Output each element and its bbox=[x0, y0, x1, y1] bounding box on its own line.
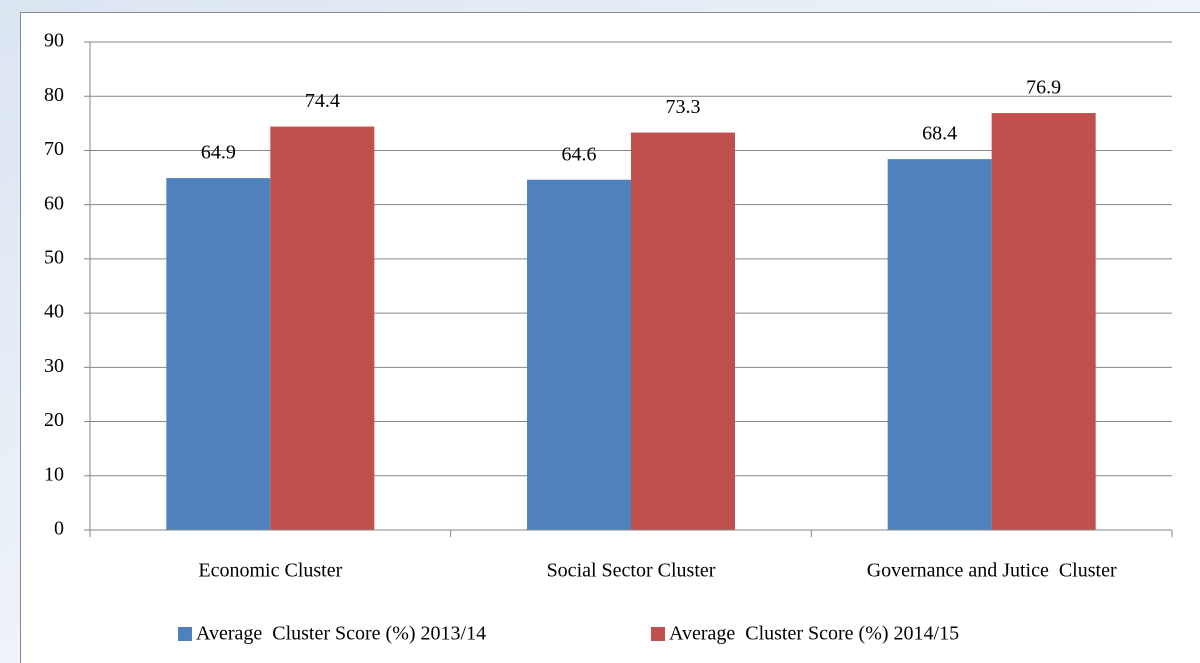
y-tick-label: 90 bbox=[44, 30, 64, 52]
bar bbox=[887, 159, 992, 530]
bar bbox=[631, 132, 735, 530]
legend-swatch bbox=[651, 627, 665, 641]
y-tick-label: 0 bbox=[54, 518, 64, 540]
bar bbox=[527, 179, 631, 531]
y-tick-label: 70 bbox=[44, 138, 64, 160]
x-tick-label: Social Sector Cluster bbox=[547, 560, 716, 582]
legend-label: Average Cluster Score (%) 2014/15 bbox=[669, 623, 959, 645]
y-tick-label: 40 bbox=[44, 301, 64, 323]
y-tick-label: 80 bbox=[44, 84, 64, 106]
legend-swatch bbox=[178, 627, 192, 641]
y-tick-label: 10 bbox=[44, 463, 64, 485]
y-tick-label: 50 bbox=[44, 246, 64, 268]
x-tick-label: Economic Cluster bbox=[198, 560, 342, 582]
x-tick-label: Governance and Jutice Cluster bbox=[867, 560, 1117, 582]
data-label: 64.9 bbox=[201, 142, 236, 164]
y-tick-label: 30 bbox=[44, 355, 64, 377]
legend-label: Average Cluster Score (%) 2013/14 bbox=[196, 623, 486, 645]
data-label: 68.4 bbox=[922, 123, 957, 145]
y-tick-label: 60 bbox=[44, 192, 64, 214]
data-label: 74.4 bbox=[305, 90, 340, 112]
bar bbox=[270, 126, 375, 530]
data-label: 73.3 bbox=[666, 96, 701, 118]
y-tick-label: 20 bbox=[44, 409, 64, 431]
bar bbox=[991, 113, 1096, 530]
bar bbox=[166, 178, 271, 530]
data-label: 76.9 bbox=[1026, 77, 1061, 99]
data-label: 64.6 bbox=[562, 143, 597, 165]
